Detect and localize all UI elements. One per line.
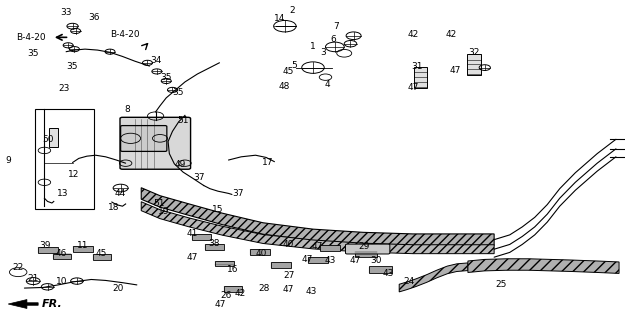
Bar [414, 67, 428, 87]
Text: 31: 31 [412, 61, 423, 70]
Text: 4: 4 [324, 80, 330, 89]
Polygon shape [141, 202, 494, 254]
Text: FR.: FR. [41, 299, 62, 309]
Text: 42: 42 [446, 30, 457, 39]
Bar [93, 254, 111, 260]
Text: 18: 18 [108, 203, 120, 212]
Text: 7: 7 [333, 22, 339, 31]
Text: 44: 44 [115, 189, 126, 198]
Text: 13: 13 [57, 189, 68, 198]
Text: 37: 37 [193, 173, 205, 182]
Text: 1: 1 [310, 42, 316, 52]
Text: 47: 47 [283, 284, 294, 293]
Text: 50: 50 [43, 135, 54, 144]
Text: 11: 11 [77, 241, 88, 250]
Text: 45: 45 [283, 67, 294, 76]
Text: 6: 6 [331, 35, 336, 44]
Text: 47: 47 [214, 300, 226, 308]
Text: 43: 43 [383, 268, 394, 278]
Text: 46: 46 [56, 250, 67, 259]
Bar [73, 246, 93, 252]
Text: 33: 33 [60, 8, 71, 17]
Text: 16: 16 [227, 265, 239, 275]
Text: 40: 40 [283, 240, 294, 249]
Text: 47: 47 [349, 256, 361, 265]
Text: 3: 3 [321, 48, 326, 57]
Text: 42: 42 [235, 289, 246, 298]
Text: 35: 35 [66, 61, 78, 70]
Text: 12: 12 [68, 170, 80, 179]
Text: 19: 19 [158, 207, 170, 216]
Text: 5: 5 [291, 60, 297, 69]
Text: 37: 37 [232, 189, 244, 198]
Bar [369, 267, 392, 273]
Text: 26: 26 [220, 291, 232, 300]
Text: 38: 38 [208, 239, 220, 248]
Text: 22: 22 [12, 263, 23, 272]
Polygon shape [8, 300, 38, 308]
Text: B-4-20: B-4-20 [16, 33, 46, 42]
Bar [355, 251, 377, 257]
Bar [192, 234, 211, 240]
FancyBboxPatch shape [121, 125, 167, 151]
Text: 39: 39 [39, 241, 51, 250]
Bar [467, 54, 481, 75]
Text: 43: 43 [305, 287, 317, 296]
Bar [35, 109, 95, 209]
Text: 47: 47 [312, 242, 323, 251]
Polygon shape [141, 188, 494, 245]
Text: 51: 51 [154, 199, 165, 208]
Text: 49: 49 [174, 160, 186, 169]
Text: 35: 35 [27, 49, 38, 58]
Bar [321, 244, 341, 251]
FancyBboxPatch shape [346, 244, 390, 254]
Bar [250, 249, 270, 255]
Text: 10: 10 [56, 277, 67, 286]
Text: 14: 14 [274, 14, 285, 23]
Text: 51: 51 [177, 116, 188, 125]
Text: 20: 20 [112, 284, 123, 292]
Text: 48: 48 [279, 82, 290, 91]
Text: 41: 41 [187, 229, 198, 238]
Text: 45: 45 [96, 250, 107, 259]
Text: 35: 35 [172, 88, 184, 97]
Text: 25: 25 [495, 280, 507, 289]
Bar [223, 286, 242, 292]
Bar [49, 128, 58, 147]
Text: 8: 8 [125, 105, 130, 114]
Text: 23: 23 [58, 84, 69, 93]
Polygon shape [399, 263, 468, 292]
Text: 42: 42 [408, 30, 419, 39]
Text: 30: 30 [371, 256, 382, 265]
Text: 47: 47 [187, 253, 198, 262]
Bar [205, 244, 223, 250]
Text: 28: 28 [258, 284, 269, 292]
Text: 27: 27 [283, 271, 294, 280]
Text: B-4-20: B-4-20 [110, 30, 140, 39]
Text: 47: 47 [302, 255, 313, 264]
Text: 9: 9 [6, 156, 11, 164]
FancyBboxPatch shape [120, 117, 190, 169]
Text: 21: 21 [27, 274, 38, 283]
Text: 43: 43 [324, 256, 336, 265]
Text: 29: 29 [358, 242, 369, 251]
Bar [38, 247, 58, 253]
Text: 24: 24 [404, 277, 415, 286]
Text: 32: 32 [468, 48, 480, 57]
Text: 35: 35 [160, 73, 172, 82]
Text: 47: 47 [408, 83, 419, 92]
Bar [270, 262, 290, 268]
Text: 2: 2 [289, 6, 295, 15]
Text: 34: 34 [151, 56, 162, 65]
Text: 47: 47 [449, 66, 461, 75]
Text: 36: 36 [88, 13, 100, 22]
Bar [308, 257, 328, 263]
Text: 17: 17 [262, 158, 274, 167]
Polygon shape [468, 259, 619, 273]
Text: 40: 40 [255, 250, 267, 259]
Bar [215, 261, 233, 267]
Bar [53, 253, 71, 259]
Text: 15: 15 [212, 205, 223, 214]
